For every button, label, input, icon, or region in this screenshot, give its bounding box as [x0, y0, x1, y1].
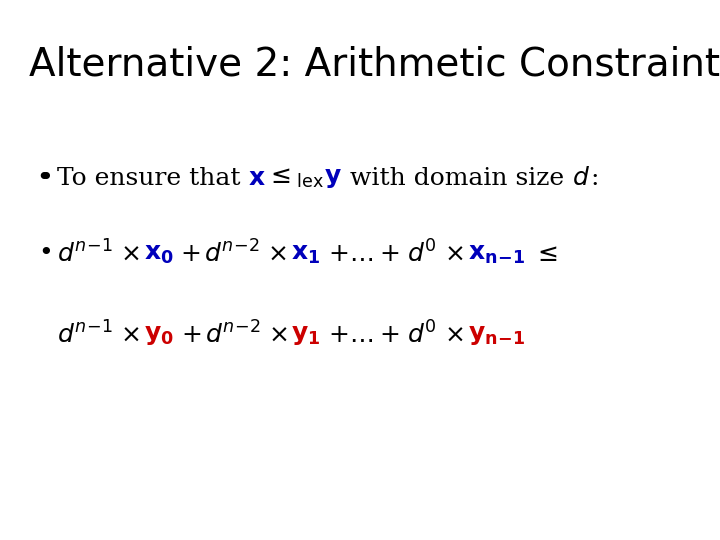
Text: •: • [36, 167, 50, 190]
Text: $\times$: $\times$ [261, 242, 292, 266]
Text: $+ \ldots +$: $+ \ldots +$ [321, 323, 408, 347]
Text: •: • [38, 167, 53, 190]
Text: $\mathbf{y}$: $\mathbf{y}$ [324, 166, 342, 190]
Text: $\times$: $\times$ [261, 323, 292, 347]
Text: $d$: $d$ [572, 166, 590, 190]
Text: $\times$: $\times$ [113, 323, 144, 347]
Text: :: : [590, 167, 599, 190]
Text: •: • [38, 242, 53, 265]
Text: with domain size: with domain size [342, 167, 572, 190]
Text: $\mathbf{y_1}$: $\mathbf{y_1}$ [292, 323, 321, 347]
Text: $\times$: $\times$ [113, 242, 144, 266]
Text: $d^{n\!-\!2}$: $d^{n\!-\!2}$ [204, 321, 261, 348]
Text: $d^{n\!-\!2}$: $d^{n\!-\!2}$ [204, 240, 261, 267]
Text: $\times$: $\times$ [437, 242, 467, 266]
Text: $\mathbf{y_0}$: $\mathbf{y_0}$ [144, 323, 174, 347]
Text: $\mathbf{x_0}$: $\mathbf{x_0}$ [144, 242, 174, 266]
Text: $\mathbf{x}$: $\mathbf{x}$ [248, 166, 266, 190]
Text: $d^{0}$: $d^{0}$ [407, 240, 437, 267]
Text: $+ \ldots +$: $+ \ldots +$ [320, 242, 407, 266]
Text: $\mathbf{y_{n\!-\!1}}$: $\mathbf{y_{n\!-\!1}}$ [468, 323, 526, 347]
Text: $+$: $+$ [174, 323, 204, 347]
Text: $\leq$: $\leq$ [525, 242, 558, 266]
Text: $\mathbf{x_1}$: $\mathbf{x_1}$ [292, 242, 320, 266]
Text: $d^{0}$: $d^{0}$ [408, 321, 437, 348]
Text: $\times$: $\times$ [437, 323, 468, 347]
Text: To ensure that: To ensure that [57, 167, 248, 190]
Text: $+$: $+$ [174, 242, 204, 266]
Text: Alternative 2: Arithmetic Constraints: Alternative 2: Arithmetic Constraints [29, 46, 720, 84]
Text: $d^{n\!-\!1}$: $d^{n\!-\!1}$ [57, 240, 113, 267]
Text: $\leq_{\mathrm{lex}}$: $\leq_{\mathrm{lex}}$ [266, 166, 324, 190]
Text: $d^{n\!-\!1}$: $d^{n\!-\!1}$ [57, 321, 113, 348]
Text: $\mathbf{x_{n\!-\!1}}$: $\mathbf{x_{n\!-\!1}}$ [467, 242, 525, 266]
